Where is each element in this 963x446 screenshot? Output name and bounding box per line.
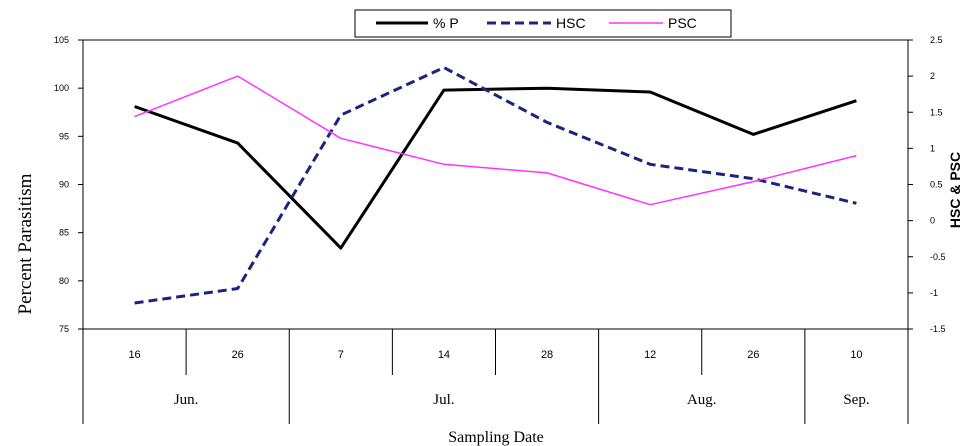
series-layer [134,66,857,305]
y-axis-right-label: HSC & PSC [947,152,963,228]
left-y-axis: 75 80 85 90 95 100 105 [54,35,83,334]
left-tick-label: 105 [54,35,69,45]
month-label: Jul. [433,392,454,408]
plot-area-border [82,39,909,330]
date-tick-label: 28 [541,349,553,361]
date-tick-label: 12 [644,349,656,361]
x-axis-label: Sampling Date [448,429,544,446]
right-tick-label: 1 [930,143,935,153]
right-tick-label: -1 [930,288,938,298]
left-tick-label: 75 [59,324,69,334]
series-line-psc [134,75,857,206]
legend-label: PSC [668,15,697,31]
date-tick-label: 14 [438,349,450,361]
right-tick-label: 1.5 [930,107,943,117]
x-axis-categories: 16 26 7 14 28 12 26 10 Jun. Jul. Aug. Sep. [82,329,909,424]
series-line-hsc [134,66,857,305]
month-label: Sep. [843,392,869,408]
left-tick-label: 80 [59,276,69,286]
legend-label: % P [433,15,459,31]
right-tick-label: -0.5 [930,252,946,262]
left-tick-label: 95 [59,131,69,141]
date-tick-label: 26 [747,349,759,361]
series-line-p [134,86,857,250]
right-tick-label: 2.5 [930,35,943,45]
date-tick-label: 26 [232,349,244,361]
left-tick-label: 90 [59,180,69,190]
left-tick-label: 85 [59,228,69,238]
date-tick-label: 16 [128,349,140,361]
right-tick-label: -1.5 [930,324,946,334]
chart-frame [82,39,909,330]
month-label: Aug. [687,392,717,408]
month-label: Jun. [174,392,199,408]
right-tick-label: 2 [930,71,935,81]
date-tick-label: 7 [338,349,344,361]
right-tick-label: 0.5 [930,180,943,190]
date-tick-label: 10 [850,349,862,361]
legend: % P HSC PSC [354,9,732,38]
right-y-axis: -1.5 -1 -0.5 0 0.5 1 1.5 2 2.5 [908,35,946,334]
y-axis-left-label: Percent Parasitism [15,173,36,314]
left-tick-label: 100 [54,83,69,93]
legend-label: HSC [556,15,586,31]
right-tick-label: 0 [930,216,935,226]
